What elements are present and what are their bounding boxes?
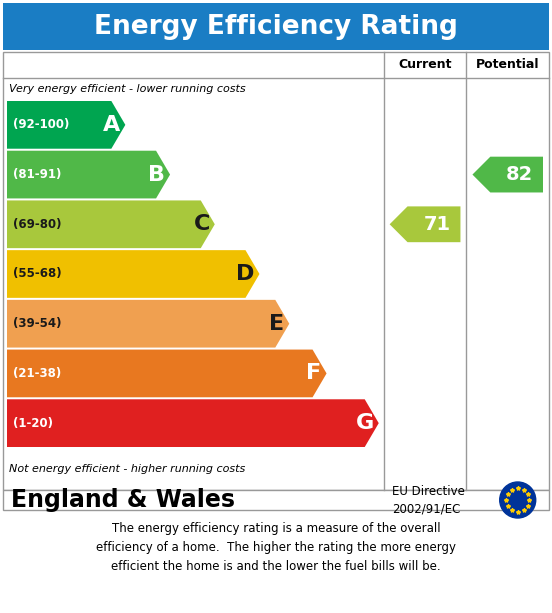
- Text: Energy Efficiency Rating: Energy Efficiency Rating: [94, 13, 458, 39]
- Polygon shape: [7, 151, 170, 199]
- Text: B: B: [148, 164, 165, 185]
- Text: Potential: Potential: [476, 58, 539, 72]
- Text: F: F: [306, 364, 322, 383]
- Text: Not energy efficient - higher running costs: Not energy efficient - higher running co…: [9, 464, 245, 474]
- Text: The energy efficiency rating is a measure of the overall
efficiency of a home.  : The energy efficiency rating is a measur…: [96, 522, 456, 573]
- Polygon shape: [7, 101, 125, 149]
- Text: D: D: [236, 264, 254, 284]
- Text: (81-91): (81-91): [13, 168, 61, 181]
- FancyBboxPatch shape: [3, 490, 549, 510]
- FancyBboxPatch shape: [3, 3, 549, 50]
- Text: (69-80): (69-80): [13, 218, 61, 230]
- Text: EU Directive
2002/91/EC: EU Directive 2002/91/EC: [391, 485, 465, 515]
- Polygon shape: [7, 349, 327, 397]
- Polygon shape: [7, 399, 379, 447]
- Polygon shape: [390, 207, 460, 242]
- Text: (1-20): (1-20): [13, 417, 53, 430]
- FancyBboxPatch shape: [3, 52, 549, 490]
- Text: (39-54): (39-54): [13, 317, 61, 330]
- Polygon shape: [7, 250, 259, 298]
- Polygon shape: [7, 200, 215, 248]
- Text: A: A: [103, 115, 120, 135]
- Text: G: G: [355, 413, 374, 433]
- Text: C: C: [193, 215, 210, 234]
- Text: Very energy efficient - lower running costs: Very energy efficient - lower running co…: [9, 84, 246, 94]
- Text: E: E: [269, 314, 284, 333]
- Text: (92-100): (92-100): [13, 118, 70, 131]
- Polygon shape: [473, 157, 543, 192]
- Circle shape: [500, 482, 536, 518]
- Text: 82: 82: [506, 165, 533, 184]
- Polygon shape: [7, 300, 289, 348]
- Text: 71: 71: [423, 215, 450, 234]
- Text: (55-68): (55-68): [13, 267, 62, 281]
- Text: England & Wales: England & Wales: [11, 488, 235, 512]
- Text: Current: Current: [399, 58, 452, 72]
- Text: (21-38): (21-38): [13, 367, 61, 380]
